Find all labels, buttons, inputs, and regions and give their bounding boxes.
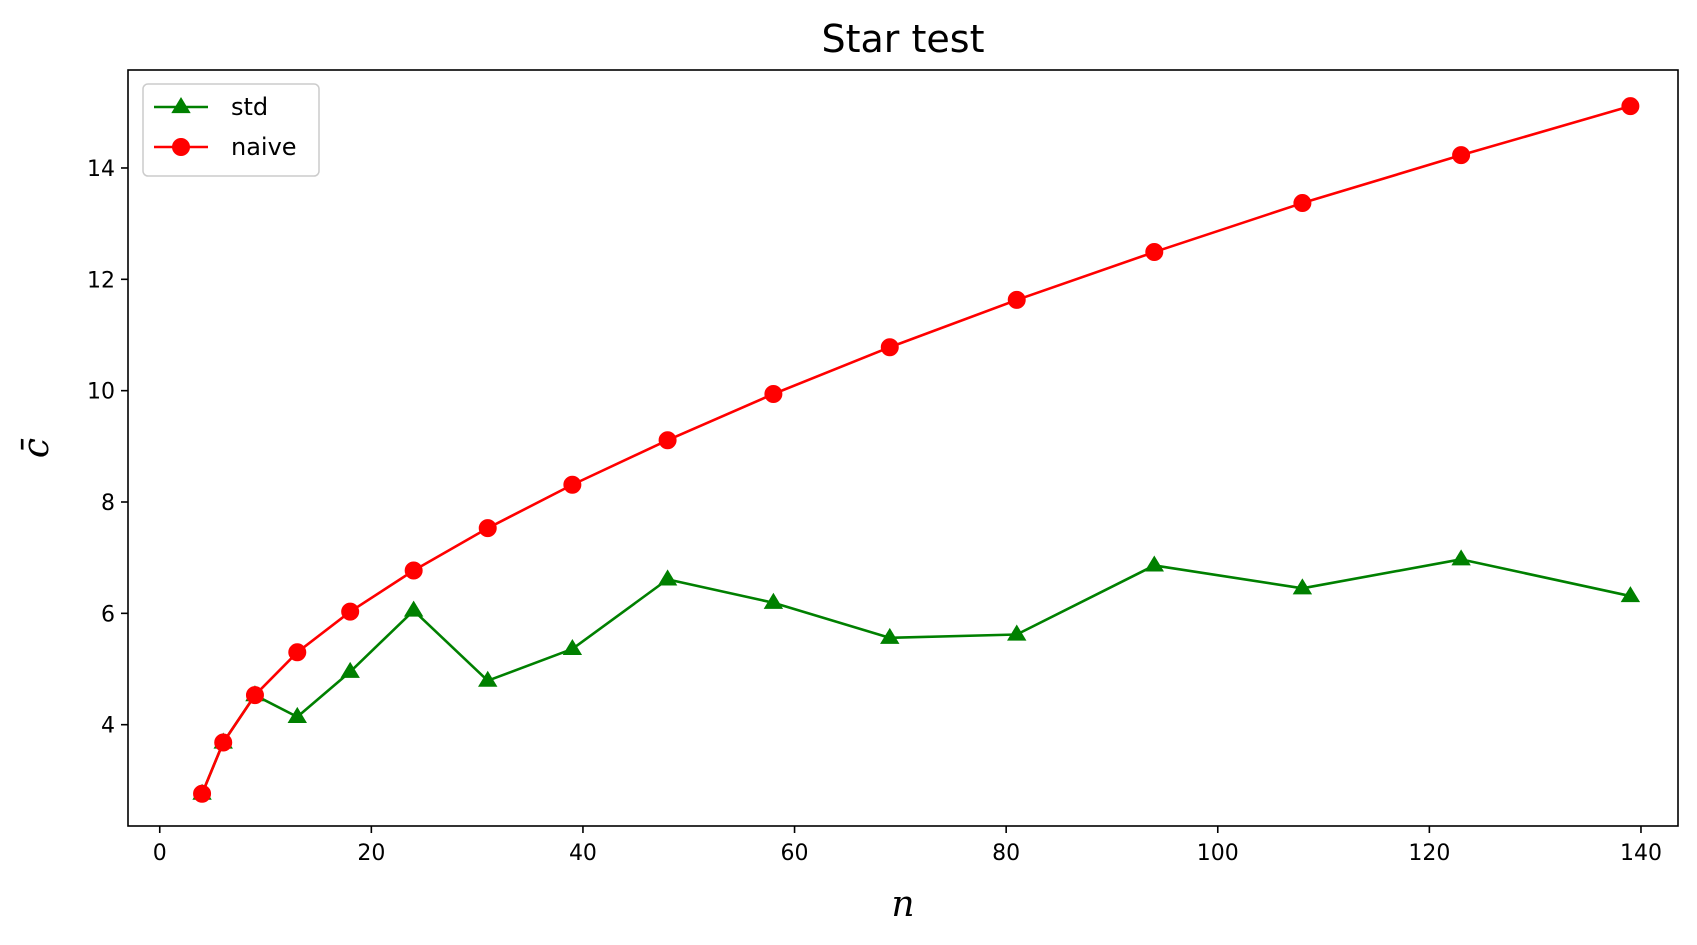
data-point-naive	[563, 475, 582, 494]
y-tick-label: 14	[87, 157, 115, 182]
data-point-std	[478, 670, 498, 687]
series-line-std	[200, 558, 1631, 795]
y-tick-label: 6	[101, 602, 115, 627]
x-tick-label: 100	[1197, 841, 1239, 866]
data-point-std	[340, 661, 360, 678]
legend-items: std naive	[154, 93, 297, 161]
data-point-std	[1620, 586, 1641, 603]
y-tick-label: 4	[101, 714, 115, 739]
data-point-naive	[404, 561, 423, 580]
data-point-std	[403, 600, 424, 617]
y-tick-label: 10	[87, 380, 115, 405]
x-tick-label: 0	[153, 841, 167, 866]
y-tick-label: 12	[87, 268, 115, 293]
y-tick-label: 8	[101, 491, 115, 516]
series-naive	[193, 97, 1640, 803]
legend-label: std	[231, 93, 268, 121]
data-point-naive	[341, 602, 360, 621]
data-point-naive	[478, 519, 497, 538]
data-point-std	[1007, 624, 1027, 641]
data-point-std	[880, 627, 900, 644]
x-tick-label: 120	[1408, 841, 1450, 866]
x-tick-label: 60	[781, 841, 809, 866]
y-axis-label: c̄	[16, 438, 57, 458]
data-point-naive	[880, 338, 899, 357]
data-point-naive	[245, 686, 264, 705]
legend-entry-std: std	[154, 93, 268, 121]
x-tick-label: 20	[357, 841, 385, 866]
legend-entry-naive: naive	[154, 133, 297, 161]
data-point-std	[562, 639, 583, 656]
x-axis: 0 20 40 60 80 100 120 140	[153, 826, 1662, 866]
plot-area: 0 20 40 60 80 100 120 140 4 6 8 10 12 14	[87, 69, 1679, 866]
data-point-std	[1144, 555, 1164, 572]
data-point-naive	[1621, 97, 1640, 116]
data-point-naive	[1452, 146, 1471, 165]
x-axis-label: n	[891, 884, 914, 925]
y-axis: 4 6 8 10 12 14	[87, 157, 128, 739]
data-point-std	[1292, 578, 1313, 595]
legend-swatch-marker	[172, 138, 190, 156]
plot-frame	[127, 69, 1679, 827]
legend: std naive	[142, 83, 320, 177]
data-point-naive	[214, 733, 233, 752]
data-point-naive	[288, 643, 307, 662]
legend-swatch-marker	[171, 97, 191, 114]
data-point-std	[1451, 549, 1471, 566]
chart-title: Star test	[822, 17, 985, 61]
data-point-std	[763, 592, 784, 609]
x-tick-label: 80	[992, 841, 1020, 866]
x-tick-label: 40	[569, 841, 597, 866]
x-tick-label: 140	[1620, 841, 1662, 866]
data-point-naive	[1293, 194, 1312, 213]
legend-label: naive	[231, 133, 297, 161]
data-point-naive	[658, 431, 677, 450]
series-line-naive	[200, 104, 1631, 795]
series-group	[192, 97, 1641, 803]
data-point-std	[657, 569, 678, 586]
data-point-naive	[764, 385, 783, 403]
data-point-naive	[1007, 290, 1026, 309]
data-point-naive	[1145, 243, 1164, 262]
data-point-std	[287, 706, 307, 723]
data-point-naive	[193, 784, 212, 803]
